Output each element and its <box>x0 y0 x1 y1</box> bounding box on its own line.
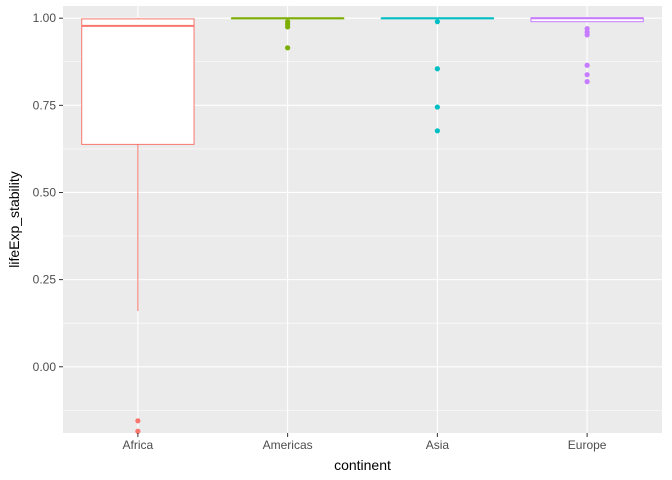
outlier-point <box>584 72 590 78</box>
outlier-point <box>434 104 440 110</box>
y-tick-label: 1.00 <box>33 11 57 25</box>
x-tick-label: Africa <box>123 438 154 452</box>
x-axis-ticks: Africa Americas Asia Europe <box>123 433 607 452</box>
y-tick-label: 0.00 <box>33 360 57 374</box>
y-tick-label: 0.50 <box>33 185 57 199</box>
box-asia <box>380 17 495 134</box>
outlier-point <box>135 428 141 434</box>
outlier-point <box>584 32 590 38</box>
outlier-point <box>584 62 590 68</box>
box-africa <box>81 18 195 434</box>
outlier-point <box>434 19 440 25</box>
minor-gridlines <box>63 61 662 411</box>
outlier-point <box>434 128 440 134</box>
y-axis-title: lifeExp_stability <box>6 171 22 268</box>
x-tick-label: Asia <box>426 438 450 452</box>
box-americas <box>230 17 345 51</box>
box-iqr <box>81 18 195 145</box>
x-axis-title: continent <box>334 457 391 473</box>
outlier-point <box>285 24 291 30</box>
y-axis-ticks: 0.00 0.25 0.50 0.75 1.00 <box>33 11 63 374</box>
outlier-point <box>135 418 141 424</box>
x-tick-label: Americas <box>263 438 313 452</box>
y-tick-label: 0.25 <box>33 273 57 287</box>
y-tick-label: 0.75 <box>33 98 57 112</box>
box-europe <box>530 17 644 85</box>
boxes-layer <box>81 17 644 434</box>
outlier-point <box>434 66 440 72</box>
outlier-point <box>584 79 590 85</box>
outlier-point <box>285 45 291 51</box>
x-tick-label: Europe <box>568 438 607 452</box>
